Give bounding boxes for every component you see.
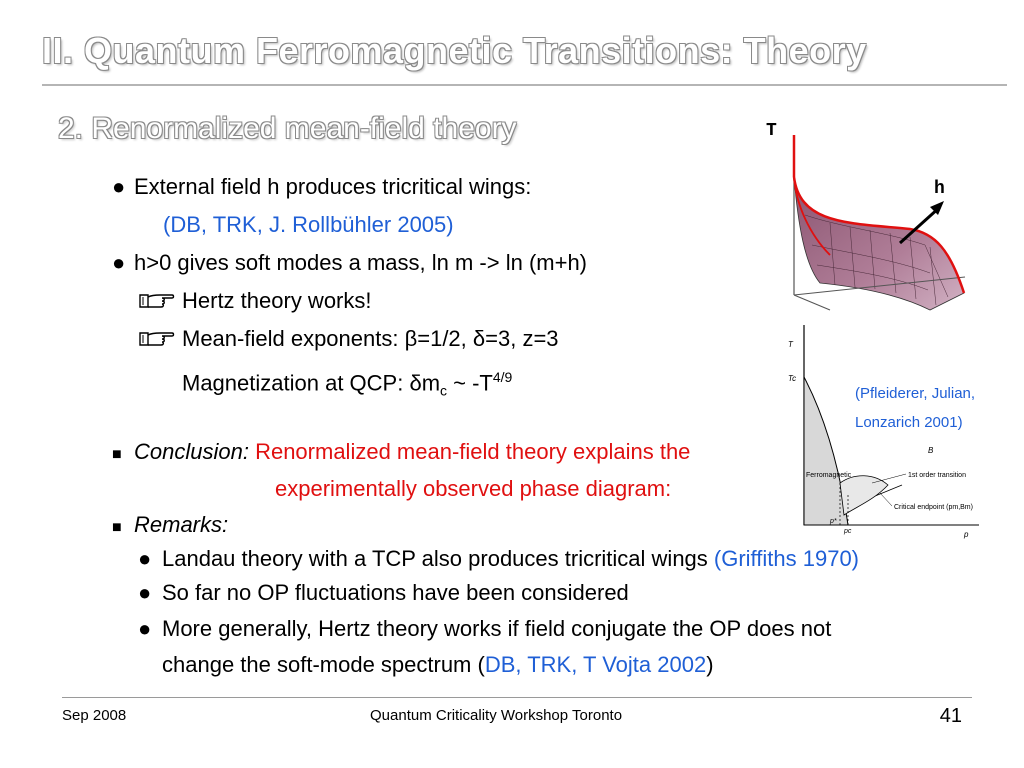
remark-text: More generally, Hertz theory works if fi… <box>162 616 832 641</box>
pd-label-ferro: Ferromagnetic <box>806 472 852 479</box>
credit-line2: Lonzarich 2001) <box>855 414 963 431</box>
first-order-sheet <box>839 475 889 516</box>
h-arrow-head-icon <box>930 201 944 215</box>
bullet-soft-modes: ● h>0 gives soft modes a mass, ln m -> ln… <box>112 250 587 276</box>
hand-item-text: Hertz theory works! <box>182 288 372 313</box>
pointing-hand-icon <box>139 332 175 346</box>
hand-item-hertz: Hertz theory works! <box>138 288 372 314</box>
remark-text-close: ) <box>706 652 714 677</box>
remark-text: Landau theory with a TCP also produces t… <box>162 546 714 571</box>
pd-pointer-endpoint <box>879 492 893 507</box>
axis-base-line <box>793 294 831 311</box>
pointing-hand-icon <box>139 294 175 308</box>
ferromagnetic-region <box>803 376 849 526</box>
bullet-dot-icon: ● <box>138 616 152 641</box>
bullet-dot-icon: ● <box>112 174 126 199</box>
magnetization-line: Magnetization at QCP: δmc ~ -T4/9 <box>182 364 512 404</box>
pd-label-endpoint: Critical endpoint (pm,Bm) <box>894 504 973 511</box>
remark-fluctuations: ● So far no OP fluctuations have been con… <box>138 580 629 606</box>
bullet-dot-icon: ● <box>138 580 152 605</box>
pd-label-pstar: p* <box>829 518 837 525</box>
magnetization-text: Magnetization at QCP: δm <box>182 370 441 396</box>
credit-line1: (Pfleiderer, Julian, <box>855 385 976 402</box>
h-arrow-shaft <box>898 205 942 245</box>
bullet-text: h>0 gives soft modes a mass, ln m -> ln … <box>134 250 588 275</box>
bullet-dot-icon: ● <box>138 546 152 571</box>
bullet-text: External field h produces tricritical wi… <box>134 174 532 199</box>
pd-label-B: B <box>928 446 934 455</box>
conclusion-text: Renormalized mean-field theory explains … <box>255 439 691 464</box>
reference-rollbuhler: (DB, TRK, J. Rollbühler 2005) <box>163 212 454 237</box>
footer-date: Sep 2008 <box>62 707 127 724</box>
magnetization-subscript: c <box>440 382 448 399</box>
hand-item-exponents: Mean-field exponents: β=1/2, δ=3, z=3 <box>138 326 559 352</box>
pd-label-Tc: Tc <box>788 374 796 383</box>
conclusion-item: ■ Conclusion: Renormalized mean-field the… <box>112 439 690 468</box>
remarks-label: Remarks: <box>134 512 229 537</box>
bullet-external-field: ● External field h produces tricritical w… <box>112 174 531 200</box>
pd-label-first-order: 1st order transition <box>908 472 966 479</box>
square-bullet-icon: ■ <box>112 446 122 463</box>
wing-edge-red-front <box>793 176 831 256</box>
axis-p-line <box>793 276 966 296</box>
axis-label-h: h <box>934 179 945 199</box>
remark-landau: ● Landau theory with a TCP also produces … <box>138 546 859 572</box>
bullet-dot-icon: ● <box>112 250 126 275</box>
title-divider <box>42 84 1007 86</box>
remark-text: So far no OP fluctuations have been cons… <box>162 580 629 605</box>
pd-label-p: p <box>963 530 969 539</box>
reference-vojta: DB, TRK, T Vojta 2002 <box>484 652 707 677</box>
reference-griffiths: (Griffiths 1970) <box>713 546 860 571</box>
conclusion-text-cont: experimentally observed phase diagram: <box>275 476 672 501</box>
hand-item-text: Mean-field exponents: β=1/2, δ=3, z=3 <box>182 326 559 351</box>
phase-diagram-figure: T Tc Ferromagnetic 1st order transition … <box>788 325 979 539</box>
remark-hertz: ● More generally, Hertz theory works if f… <box>138 616 831 642</box>
magnetization-text-mid: ~ -T <box>447 370 493 396</box>
pd-pointer-first-order <box>871 473 907 484</box>
tricritical-wing-figure: T h <box>766 121 966 311</box>
footer-event: Quantum Criticality Workshop Toronto <box>370 707 623 724</box>
pd-label-T: T <box>788 340 794 349</box>
page-number: 41 <box>939 705 962 727</box>
axis-label-T: T <box>766 121 777 141</box>
wing-mesh <box>804 214 949 306</box>
slide-subtitle: 2. Renormalized mean-field theory <box>58 112 517 145</box>
remarks-item: ■ Remarks: <box>112 512 228 541</box>
remark-hertz-cont: change the soft-mode spectrum (DB, TRK, … <box>162 652 714 678</box>
pd-label-pc: pc <box>843 528 852 535</box>
conclusion-label: Conclusion: <box>134 439 249 464</box>
wing-edge-red <box>792 176 966 294</box>
magnetization-exponent: 4/9 <box>492 369 513 385</box>
slide-title: II. Quantum Ferromagnetic Transitions: T… <box>42 30 867 71</box>
remark-text-cont: change the soft-mode spectrum ( <box>162 652 485 677</box>
figure-credit: (Pfleiderer, Julian, Lonzarich 2001) <box>855 379 975 437</box>
footer-divider <box>62 697 972 698</box>
square-bullet-icon: ■ <box>112 519 122 536</box>
